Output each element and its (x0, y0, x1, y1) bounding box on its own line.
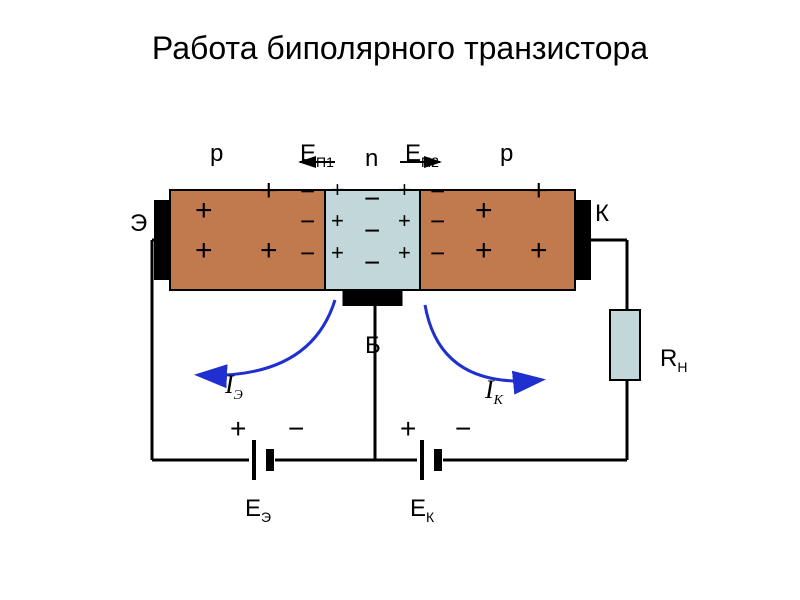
svg-text:+: + (475, 194, 493, 227)
svg-text:−: − (364, 247, 380, 278)
svg-text:+: + (398, 208, 411, 233)
svg-text:+: + (260, 234, 278, 267)
svg-text:−: − (430, 206, 445, 236)
I_E-label: IЭ (225, 370, 243, 404)
svg-text:+: + (195, 234, 213, 267)
Rn-label: RН (660, 345, 687, 375)
svg-text:−: − (300, 206, 315, 236)
svg-text:−: − (364, 183, 380, 214)
E_E-label: EЭ (245, 495, 271, 525)
n-label: n (365, 145, 378, 173)
svg-text:+: + (331, 177, 344, 202)
diagram-stage: +−+−++++−−−+++−−−+++−−−++++ ppnEП1EП2ЭКБ… (0, 0, 800, 600)
p_right-label: p (500, 140, 513, 168)
svg-text:+: + (475, 234, 493, 267)
svg-text:+: + (530, 174, 548, 207)
svg-text:+: + (398, 240, 411, 265)
svg-text:+: + (400, 413, 416, 444)
svg-text:+: + (530, 234, 548, 267)
svg-text:+: + (331, 240, 344, 265)
p_left-label: p (210, 140, 223, 168)
EP2-label: EП2 (405, 140, 439, 170)
svg-text:+: + (260, 174, 278, 207)
svg-text:−: − (300, 238, 315, 268)
svg-text:+: + (230, 413, 246, 444)
svg-text:−: − (288, 413, 304, 444)
svg-text:+: + (331, 208, 344, 233)
K_collector-label: К (595, 200, 609, 228)
svg-text:−: − (430, 176, 445, 206)
svg-text:+: + (398, 177, 411, 202)
E_emitter-label: Э (130, 210, 147, 238)
svg-text:−: − (455, 413, 471, 444)
EP1-label: EП1 (300, 140, 334, 170)
svg-text:+: + (195, 194, 213, 227)
B_base-label: Б (365, 332, 381, 360)
E_K-label: EК (410, 495, 434, 525)
svg-text:−: − (300, 176, 315, 206)
diagram-svg: +−+−++++−−−+++−−−+++−−−++++ (0, 0, 800, 600)
svg-text:−: − (364, 215, 380, 246)
svg-text:−: − (430, 238, 445, 268)
I_K-label: IК (485, 375, 503, 409)
